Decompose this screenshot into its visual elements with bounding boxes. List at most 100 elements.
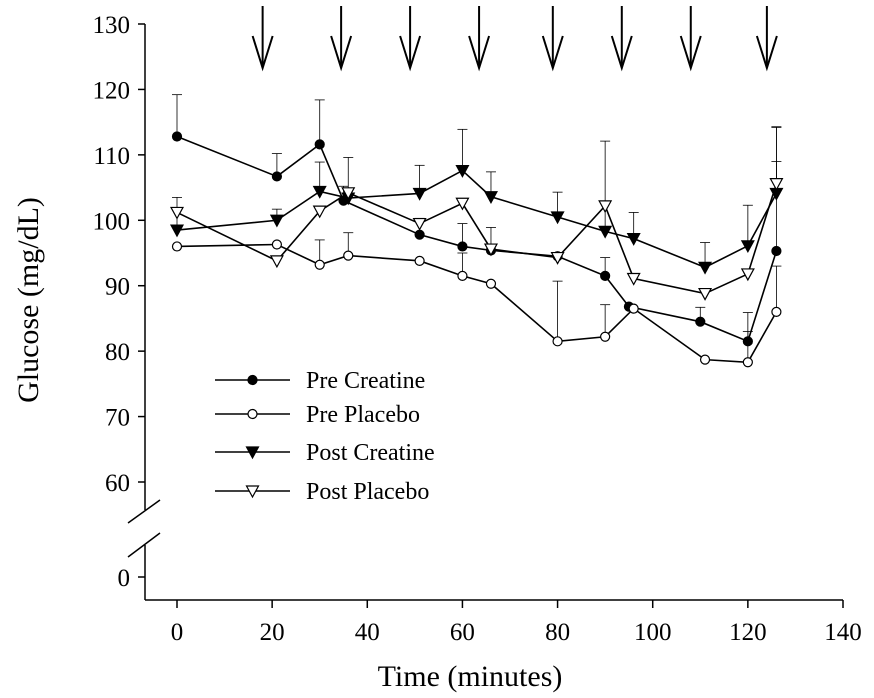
- data-point: [455, 164, 470, 178]
- y-axis-break-mark: [127, 532, 161, 558]
- y-axis: 130 120 110 100 90 80 70 60 0: [93, 12, 161, 600]
- series-line: [176, 183, 778, 295]
- x-tick-label: 140: [824, 619, 862, 646]
- series-2: [171, 232, 782, 368]
- x-tick-label: 40: [355, 619, 380, 646]
- y-tick-label: 120: [93, 77, 131, 104]
- down-arrow-icon: [755, 6, 778, 72]
- legend-marker: [247, 374, 258, 386]
- series-line: [176, 135, 778, 343]
- legend: Pre Creatine Pre Placebo Post Creatine Post…: [215, 368, 435, 505]
- data-point: [742, 357, 753, 368]
- data-point: [171, 131, 183, 142]
- data-point: [698, 261, 713, 275]
- data-point: [271, 239, 282, 250]
- y-tick-label: 0: [118, 565, 131, 592]
- legend-label: Pre Creatine: [306, 368, 425, 394]
- down-arrow-icon: [610, 6, 633, 72]
- data-point: [457, 270, 468, 281]
- data-point: [695, 316, 706, 327]
- down-arrow-icon: [251, 6, 274, 72]
- series-1: [171, 94, 782, 347]
- data-point: [550, 251, 565, 265]
- data-point: [169, 224, 185, 238]
- down-arrow-icon: [399, 6, 422, 72]
- x-tick-label: 120: [729, 619, 767, 646]
- data-point: [699, 354, 711, 365]
- series-line: [176, 243, 778, 364]
- data-point: [314, 139, 325, 150]
- y-tick-label: 80: [105, 339, 130, 366]
- y-axis-break-mark: [127, 499, 161, 524]
- data-point: [626, 233, 641, 246]
- data-point: [414, 229, 425, 240]
- down-arrow-icon: [541, 6, 564, 72]
- series-line: [176, 169, 778, 269]
- y-tick-label: 130: [93, 12, 131, 39]
- y-tick-label: 110: [93, 143, 130, 170]
- data-point: [598, 225, 613, 239]
- data-point: [171, 241, 183, 252]
- y-tick-label: 60: [105, 470, 130, 497]
- data-point: [483, 191, 498, 204]
- legend-label: Post Creatine: [306, 440, 435, 466]
- x-tick-label: 80: [545, 619, 570, 646]
- data-point: [312, 205, 327, 219]
- y-axis-title: Glucose (mg/dL): [12, 197, 45, 403]
- series-4: [169, 126, 784, 301]
- y-tick-label: 100: [93, 208, 131, 235]
- series-layer: [169, 94, 784, 368]
- data-point: [341, 187, 356, 201]
- legend-item: Pre Placebo: [215, 402, 420, 428]
- data-point: [598, 200, 613, 214]
- data-point: [626, 272, 641, 286]
- data-point: [169, 206, 185, 220]
- data-point: [550, 211, 565, 225]
- data-point: [483, 243, 498, 257]
- x-tick-label: 0: [171, 619, 184, 646]
- legend-label: Pre Placebo: [306, 402, 420, 428]
- data-point: [628, 303, 639, 314]
- data-point: [485, 278, 497, 289]
- data-point: [412, 217, 427, 231]
- legend-marker: [247, 408, 258, 420]
- data-point: [314, 259, 325, 270]
- x-axis: 0 20 40 60 80 100 120 140: [145, 599, 862, 646]
- data-point: [414, 255, 425, 266]
- down-arrow-icon: [679, 6, 702, 72]
- y-tick-label: 70: [105, 405, 130, 432]
- series-3: [169, 126, 784, 275]
- legend-marker: [245, 485, 260, 499]
- arrows-layer: [251, 6, 778, 72]
- data-point: [457, 241, 468, 252]
- legend-marker: [245, 446, 260, 460]
- down-arrow-icon: [330, 6, 353, 72]
- legend-item: Post Creatine: [215, 440, 435, 466]
- data-point: [600, 270, 611, 281]
- data-point: [771, 245, 782, 257]
- data-point: [771, 306, 782, 317]
- legend-label: Post Placebo: [306, 479, 429, 505]
- data-point: [412, 187, 427, 201]
- data-point: [269, 214, 284, 228]
- data-point: [271, 171, 282, 182]
- x-axis-title: Time (minutes): [378, 660, 563, 693]
- legend-item: Post Placebo: [215, 479, 429, 505]
- data-point: [740, 268, 755, 282]
- data-point: [600, 331, 611, 342]
- data-point: [698, 287, 713, 301]
- data-point: [552, 336, 563, 347]
- data-point: [312, 185, 327, 199]
- x-tick-label: 60: [450, 619, 475, 646]
- data-point: [740, 240, 755, 254]
- data-point: [269, 255, 284, 269]
- x-tick-label: 100: [634, 619, 672, 646]
- down-arrow-icon: [468, 6, 491, 72]
- legend-item: Pre Creatine: [215, 368, 425, 394]
- x-tick-label: 20: [260, 619, 285, 646]
- y-tick-label: 90: [105, 274, 130, 301]
- data-point: [455, 197, 470, 211]
- data-point: [769, 178, 784, 191]
- data-point: [343, 250, 354, 261]
